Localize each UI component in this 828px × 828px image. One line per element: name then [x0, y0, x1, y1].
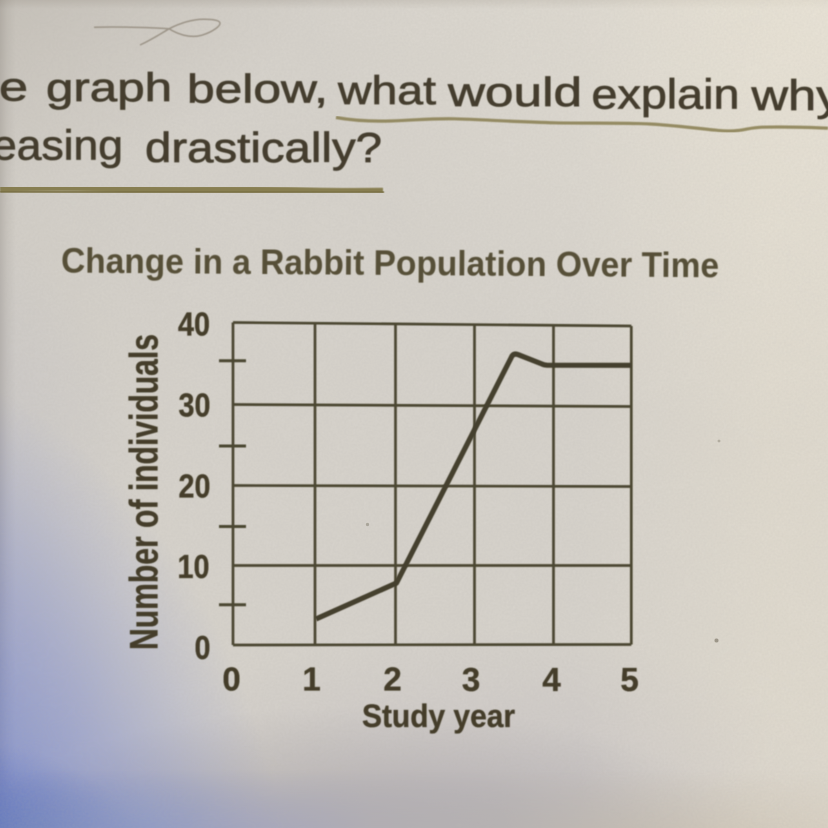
svg-text:5: 5 — [620, 661, 638, 698]
svg-text:0: 0 — [222, 661, 240, 698]
svg-text:why: why — [750, 72, 828, 120]
svg-text:Number of individuals: Number of individuals — [123, 334, 167, 650]
svg-text:would: would — [447, 69, 582, 115]
svg-text:3: 3 — [462, 661, 480, 698]
svg-text:he: he — [0, 66, 28, 110]
svg-text:graph: graph — [46, 66, 172, 110]
svg-text:0: 0 — [195, 629, 211, 666]
svg-text:Change in a Rabbit Population: Change in a Rabbit Population Over Time — [61, 242, 719, 286]
svg-text:2: 2 — [383, 661, 401, 698]
svg-text:easing: easing — [0, 122, 123, 169]
svg-text:drastically?: drastically? — [145, 124, 382, 171]
svg-text:40: 40 — [178, 306, 210, 343]
svg-text:1: 1 — [302, 661, 320, 698]
svg-text:below,: below, — [187, 68, 328, 112]
svg-text:what: what — [337, 69, 436, 113]
svg-text:30: 30 — [179, 387, 211, 424]
svg-text:10: 10 — [178, 548, 210, 585]
svg-text:20: 20 — [179, 468, 211, 505]
svg-text:4: 4 — [542, 661, 561, 698]
svg-text:explain: explain — [592, 71, 740, 118]
svg-text:Study year: Study year — [362, 698, 515, 734]
